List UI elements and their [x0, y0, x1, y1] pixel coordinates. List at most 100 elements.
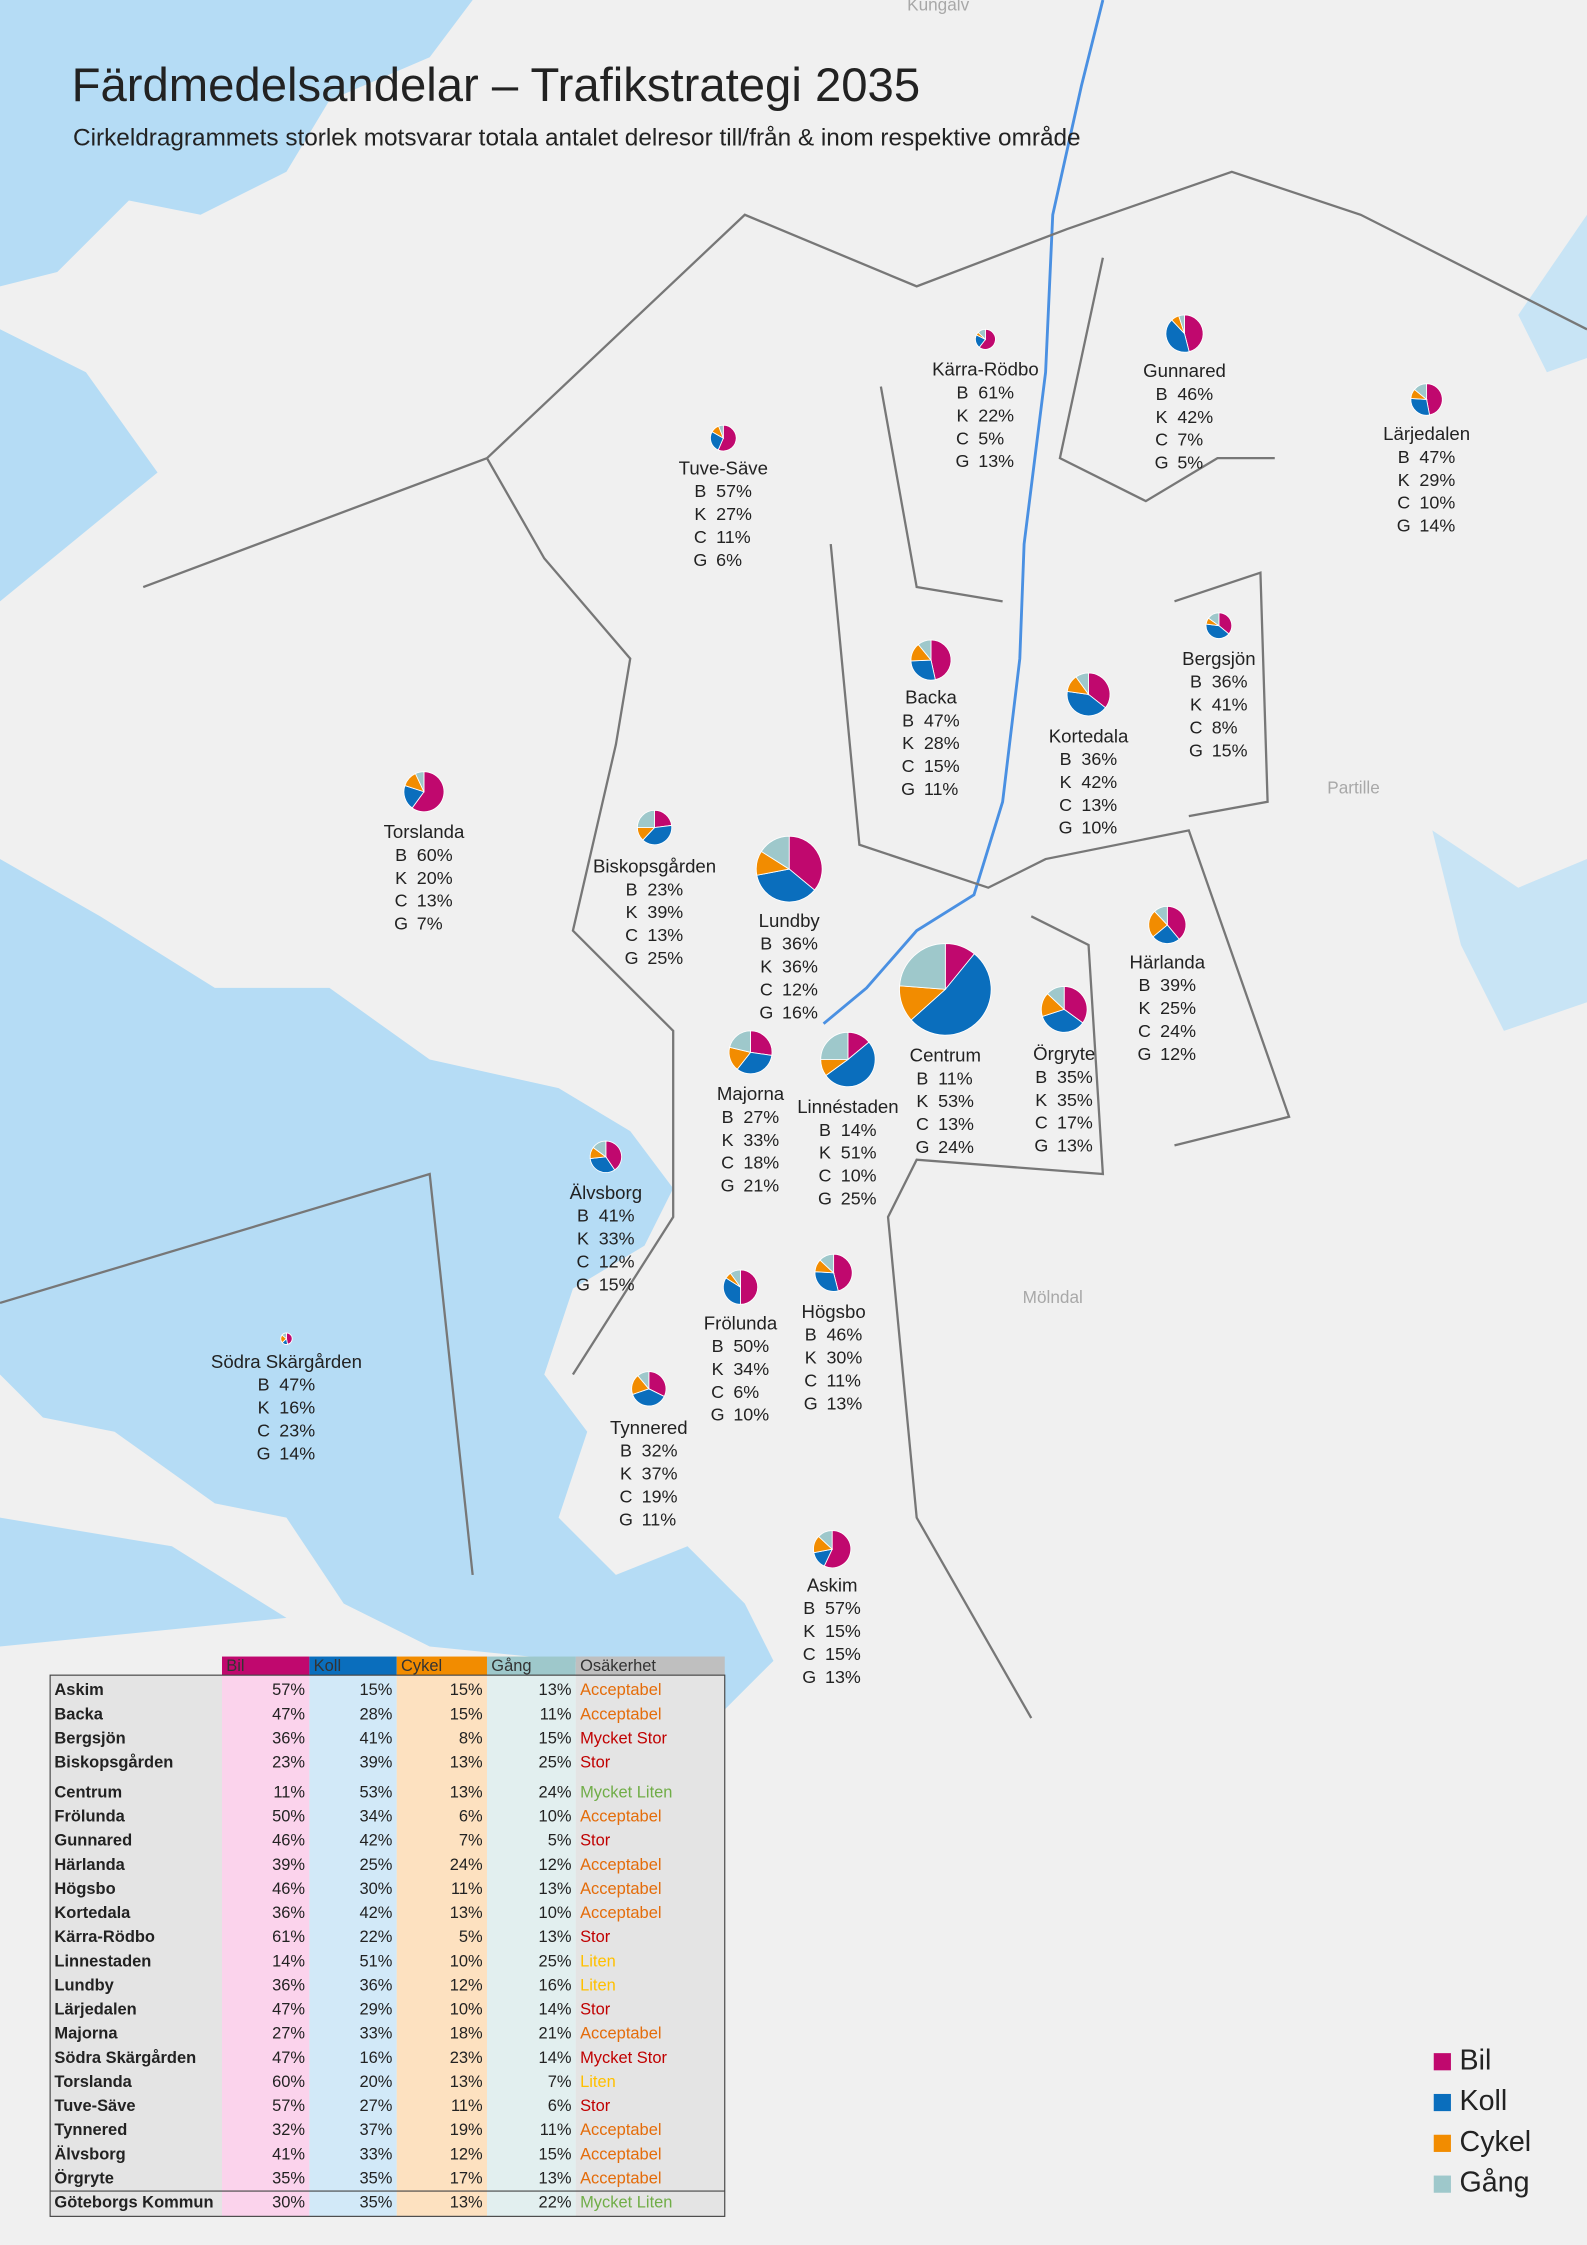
pie-slice: [648, 1371, 667, 1398]
share-label: 35%: [1057, 1090, 1093, 1110]
table-uncertainty: Stor: [580, 1832, 611, 1850]
share-label: 57%: [716, 481, 752, 501]
share-letter: C: [576, 1252, 589, 1272]
water: [1432, 830, 1587, 1031]
share-label: 12%: [599, 1252, 635, 1272]
legend-label: Cykel: [1460, 2126, 1532, 2158]
table-header-cell: [575, 1656, 725, 1676]
table-cell: 11%: [451, 1880, 483, 1898]
table-row-name: Bergsjön: [54, 1730, 125, 1748]
share-label: 13%: [417, 891, 453, 911]
table-cell: 61%: [272, 1928, 305, 1946]
share-label: 10%: [1081, 818, 1117, 838]
share-label: 30%: [826, 1347, 862, 1367]
share-letter: K: [1156, 407, 1168, 427]
table-row-name: Tuve-Säve: [54, 2097, 135, 2115]
share-letter: B: [902, 710, 914, 730]
table-uncertainty: Acceptabel: [580, 2169, 661, 2187]
share-letter: K: [957, 405, 969, 425]
share-label: 6%: [733, 1382, 759, 1402]
share-label: 14%: [1419, 516, 1455, 536]
share-letter: C: [760, 980, 773, 1000]
table-cell: 33%: [360, 2025, 393, 2043]
share-letter: C: [1059, 795, 1072, 815]
pie-slice: [917, 639, 932, 662]
table-header: Osäkerhet: [580, 1657, 656, 1675]
pie-slice: [1178, 314, 1185, 334]
table-cell: 27%: [272, 2025, 305, 2043]
pie-slice: [1075, 672, 1089, 696]
pie-slice: [1153, 905, 1168, 927]
share-label: 42%: [1081, 772, 1117, 792]
table-cell: 10%: [539, 1808, 572, 1826]
water: [0, 329, 158, 602]
share-label: 23%: [279, 1420, 315, 1440]
share-label: 32%: [642, 1441, 678, 1461]
share-label: 61%: [978, 382, 1014, 402]
title: Färdmedelsandelar – Trafikstrategi 2035: [72, 59, 921, 112]
share-label: 27%: [716, 504, 752, 524]
table-row-name: Gunnared: [54, 1832, 132, 1850]
table-cell: 22%: [539, 2194, 572, 2212]
legend-label: Koll: [1460, 2085, 1508, 2117]
share-letter: C: [804, 1370, 817, 1390]
table-cell: 34%: [360, 1808, 393, 1826]
share-letter: B: [626, 879, 638, 899]
share-letter: G: [956, 451, 970, 471]
table-uncertainty: Acceptabel: [580, 1705, 661, 1723]
region-name: Lärjedalen: [1383, 423, 1470, 444]
table-cell: 37%: [360, 2121, 393, 2139]
pie-slice: [740, 1269, 759, 1305]
pie-slice: [729, 1030, 751, 1053]
table-row-name: Kärra-Rödbo: [54, 1928, 155, 1946]
table-column-bg: [396, 1675, 487, 2217]
share-label: 53%: [938, 1091, 974, 1111]
table-cell: 24%: [539, 1783, 572, 1801]
table-cell: 35%: [360, 2169, 393, 2187]
pie-slice: [411, 771, 445, 813]
table-cell: 24%: [450, 1856, 483, 1874]
share-label: 6%: [716, 550, 742, 570]
share-letter: B: [1398, 447, 1410, 467]
table-row-name: Härlanda: [54, 1856, 125, 1874]
share-letter: K: [803, 1621, 815, 1641]
table-row-name: Linnestaden: [54, 1952, 151, 1970]
table-cell: 25%: [539, 1952, 572, 1970]
share-label: 24%: [1160, 1021, 1196, 1041]
share-label: 41%: [599, 1206, 635, 1226]
share-label: 28%: [924, 733, 960, 753]
table-cell: 7%: [459, 1832, 483, 1850]
table-cell: 14%: [539, 2001, 572, 2019]
table-header: Cykel: [401, 1657, 442, 1675]
pie-slice: [899, 943, 946, 990]
share-label: 25%: [647, 948, 683, 968]
share-label: 34%: [733, 1359, 769, 1379]
pie-slice: [910, 953, 992, 1036]
legend-label: Bil: [1460, 2044, 1492, 2076]
share-letter: K: [1035, 1090, 1047, 1110]
share-letter: C: [619, 1486, 632, 1506]
pie-slice: [760, 835, 790, 870]
place-name: Kungälv: [907, 0, 969, 14]
share-letter: G: [818, 1189, 832, 1209]
table-row-name: Backa: [54, 1705, 103, 1723]
share-label: 25%: [1160, 998, 1196, 1018]
table-cell: 50%: [272, 1808, 305, 1826]
share-label: 39%: [647, 902, 683, 922]
table-cell: 35%: [360, 2194, 393, 2212]
region-name: Centrum: [910, 1045, 981, 1066]
share-label: 13%: [826, 1393, 862, 1413]
pie-slice: [1088, 672, 1111, 709]
table-cell: 32%: [272, 2121, 305, 2139]
share-label: 15%: [924, 756, 960, 776]
share-letter: K: [258, 1398, 270, 1418]
pie-slice: [637, 1371, 650, 1390]
share-label: 13%: [647, 925, 683, 945]
share-label: 13%: [1057, 1136, 1093, 1156]
share-letter: C: [1035, 1113, 1048, 1133]
table-cell: 35%: [272, 2169, 305, 2187]
table-cell: 13%: [450, 2194, 483, 2212]
table-cell: 29%: [360, 2001, 393, 2019]
share-label: 51%: [841, 1143, 877, 1163]
